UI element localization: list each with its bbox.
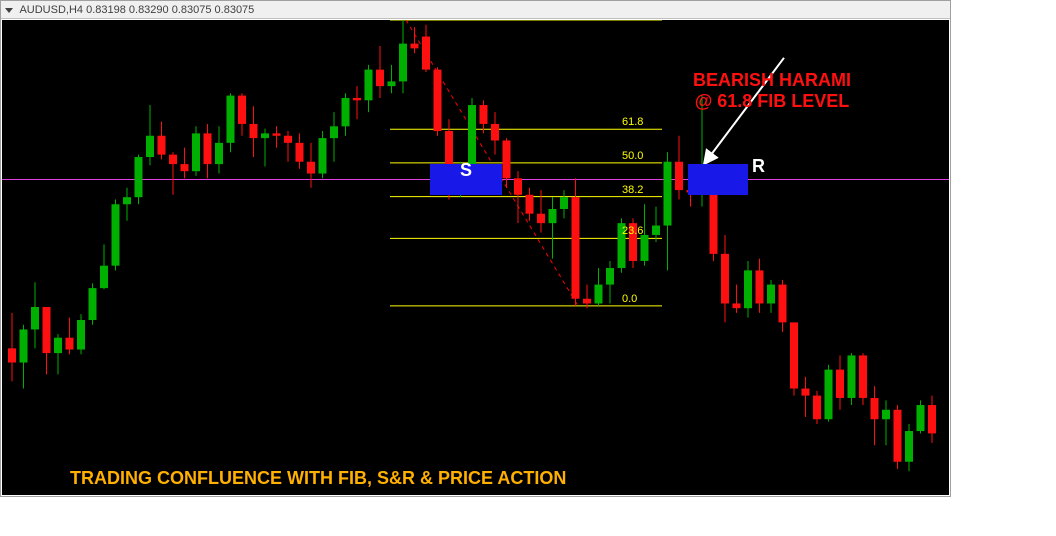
candle-body [848,355,856,398]
candle-body [330,126,338,138]
candle-body [480,105,488,124]
candle-body [813,396,821,420]
candle-body [261,133,269,138]
candle-body [422,37,430,70]
candle-body [238,96,246,124]
candle-body [928,405,936,433]
fib-level-label: 61.8 [622,116,643,128]
candle-body [744,270,752,308]
candle-body [825,370,833,420]
candle-body [572,197,580,299]
candle-body [595,285,603,304]
chevron-down-icon[interactable] [5,8,13,13]
candle-body [158,136,166,155]
candle-body [20,329,28,362]
candle-body [871,398,879,419]
candle-body [549,209,557,223]
candle-body [169,155,177,164]
candle-body [526,195,534,214]
candlestick-chart[interactable] [2,20,949,495]
chart-area[interactable]: 0.023.638.250.061.8100.0SRBEARISH HARAMI… [2,20,949,495]
candle-body [675,162,683,190]
candle-body [434,70,442,131]
candle-body [123,197,131,204]
candle-body [767,285,775,304]
candle-body [215,143,223,164]
candle-body [250,124,258,138]
candle-body [721,254,729,304]
candle-body [43,307,51,353]
candle-body [641,235,649,261]
fib-level-label: 50.0 [622,150,643,162]
page: AUDUSD,H4 0.83198 0.83290 0.83075 0.8307… [0,0,1056,536]
candle-body [664,162,672,226]
candle-body [894,410,902,462]
candle-body [227,96,235,143]
candle-body [388,81,396,86]
candle-body [399,44,407,82]
candle-body [284,136,292,143]
callout-arrow [704,58,784,164]
candle-body [790,322,798,388]
sr-label: S [460,160,472,181]
candle-body [882,410,890,419]
candle-body [376,70,384,87]
fib-level-label: 38.2 [622,184,643,196]
sr-zone [688,164,748,195]
candle-body [491,124,499,141]
candle-body [342,98,350,126]
candle-body [135,157,143,197]
candle-body [204,133,212,164]
candle-body [353,98,361,100]
candle-body [733,303,741,308]
candle-body [514,178,522,195]
candle-body [606,268,614,285]
candle-body [802,389,810,396]
candle-body [836,370,844,398]
candle-body [779,285,787,323]
candle-body [756,270,764,303]
candle-body [560,197,568,209]
candle-body [859,355,867,398]
fib-level-label: 23.6 [622,225,643,237]
candle-body [273,133,281,135]
sr-label: R [752,156,765,177]
candle-body [89,288,97,320]
candle-body [8,348,16,362]
candle-body [66,338,74,350]
candle-body [319,138,327,173]
candle-body [54,338,62,353]
candle-body [468,105,476,166]
chart-window: AUDUSD,H4 0.83198 0.83290 0.83075 0.8307… [0,0,951,497]
candle-body [583,299,591,304]
candle-body [411,44,419,49]
candle-body [31,307,39,329]
window-title: AUDUSD,H4 0.83198 0.83290 0.83075 0.8307… [19,4,254,16]
candle-body [100,266,108,288]
candle-body [905,431,913,462]
candle-body [537,214,545,223]
candle-body [146,136,154,157]
candle-body [77,320,85,350]
candle-body [365,70,373,101]
candle-body [652,226,660,235]
candle-body [192,133,200,171]
window-titlebar[interactable]: AUDUSD,H4 0.83198 0.83290 0.83075 0.8307… [1,1,950,19]
fib-level-label: 0.0 [622,293,637,305]
candle-body [296,143,304,162]
candle-body [181,164,189,171]
candle-body [307,162,315,174]
candle-body [503,140,511,178]
candle-body [112,204,120,265]
candle-body [917,405,925,431]
